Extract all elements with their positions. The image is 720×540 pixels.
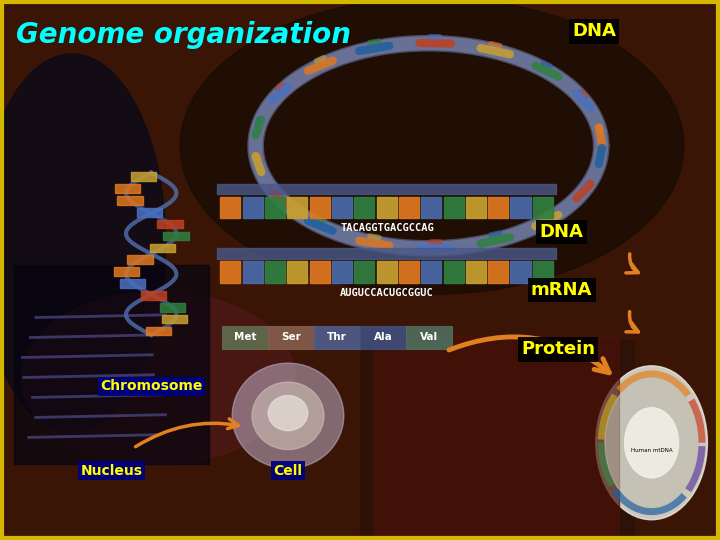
Text: Ser: Ser [281, 333, 301, 342]
FancyBboxPatch shape [158, 220, 183, 228]
FancyBboxPatch shape [533, 261, 553, 283]
Text: TACAGGTGACGCCAG: TACAGGTGACGCCAG [340, 224, 434, 233]
FancyBboxPatch shape [310, 261, 330, 283]
FancyBboxPatch shape [265, 261, 285, 283]
FancyBboxPatch shape [150, 244, 175, 252]
FancyBboxPatch shape [444, 197, 464, 218]
FancyBboxPatch shape [399, 197, 419, 218]
Ellipse shape [232, 363, 344, 468]
Text: DNA: DNA [540, 223, 583, 241]
Text: DNA: DNA [572, 22, 616, 40]
FancyBboxPatch shape [162, 315, 187, 323]
FancyBboxPatch shape [217, 184, 556, 194]
FancyBboxPatch shape [146, 327, 171, 335]
Text: Chromosome: Chromosome [100, 379, 202, 393]
FancyBboxPatch shape [360, 340, 634, 540]
Text: Cell: Cell [274, 464, 302, 478]
Text: mRNA: mRNA [531, 281, 593, 299]
FancyBboxPatch shape [377, 261, 397, 283]
FancyBboxPatch shape [374, 335, 619, 540]
FancyBboxPatch shape [115, 184, 140, 193]
Text: AUGUCCACUGCGGUC: AUGUCCACUGCGGUC [340, 288, 434, 298]
FancyBboxPatch shape [14, 265, 209, 464]
FancyBboxPatch shape [421, 261, 441, 283]
Text: Human mtDNA: Human mtDNA [631, 448, 672, 454]
FancyBboxPatch shape [220, 261, 240, 283]
Text: Val: Val [420, 333, 438, 342]
FancyBboxPatch shape [399, 261, 419, 283]
Text: Nucleus: Nucleus [81, 464, 143, 478]
FancyBboxPatch shape [117, 196, 143, 205]
FancyBboxPatch shape [287, 197, 307, 218]
FancyBboxPatch shape [220, 197, 240, 218]
Ellipse shape [625, 408, 679, 478]
Ellipse shape [596, 366, 707, 519]
FancyBboxPatch shape [510, 261, 531, 283]
FancyBboxPatch shape [243, 197, 263, 218]
Text: Genome organization: Genome organization [16, 21, 351, 49]
FancyBboxPatch shape [137, 208, 162, 217]
FancyBboxPatch shape [332, 261, 352, 283]
Ellipse shape [252, 382, 324, 449]
FancyBboxPatch shape [265, 197, 285, 218]
FancyBboxPatch shape [510, 197, 531, 218]
FancyBboxPatch shape [314, 326, 360, 349]
FancyBboxPatch shape [377, 197, 397, 218]
FancyBboxPatch shape [163, 232, 189, 240]
Text: Ala: Ala [374, 333, 392, 342]
Ellipse shape [0, 54, 166, 432]
Ellipse shape [22, 292, 295, 464]
FancyBboxPatch shape [406, 326, 452, 349]
Ellipse shape [180, 0, 684, 294]
Ellipse shape [268, 395, 308, 431]
FancyBboxPatch shape [140, 291, 166, 300]
FancyBboxPatch shape [488, 261, 508, 283]
Text: Met: Met [233, 333, 256, 342]
FancyBboxPatch shape [243, 261, 263, 283]
FancyBboxPatch shape [421, 197, 441, 218]
FancyBboxPatch shape [222, 326, 268, 349]
FancyBboxPatch shape [466, 197, 486, 218]
FancyBboxPatch shape [131, 172, 156, 181]
FancyBboxPatch shape [310, 197, 330, 218]
FancyBboxPatch shape [533, 197, 553, 218]
FancyBboxPatch shape [466, 261, 486, 283]
FancyBboxPatch shape [217, 248, 556, 259]
Ellipse shape [605, 378, 698, 508]
FancyBboxPatch shape [120, 279, 145, 288]
FancyBboxPatch shape [114, 267, 139, 276]
FancyBboxPatch shape [354, 197, 374, 218]
FancyBboxPatch shape [354, 261, 374, 283]
FancyBboxPatch shape [160, 303, 185, 312]
FancyBboxPatch shape [127, 255, 153, 264]
FancyBboxPatch shape [488, 197, 508, 218]
FancyBboxPatch shape [268, 326, 314, 349]
Text: Thr: Thr [327, 333, 347, 342]
FancyBboxPatch shape [287, 261, 307, 283]
FancyBboxPatch shape [332, 197, 352, 218]
FancyBboxPatch shape [444, 261, 464, 283]
FancyBboxPatch shape [360, 326, 406, 349]
Text: Protein: Protein [521, 340, 595, 359]
